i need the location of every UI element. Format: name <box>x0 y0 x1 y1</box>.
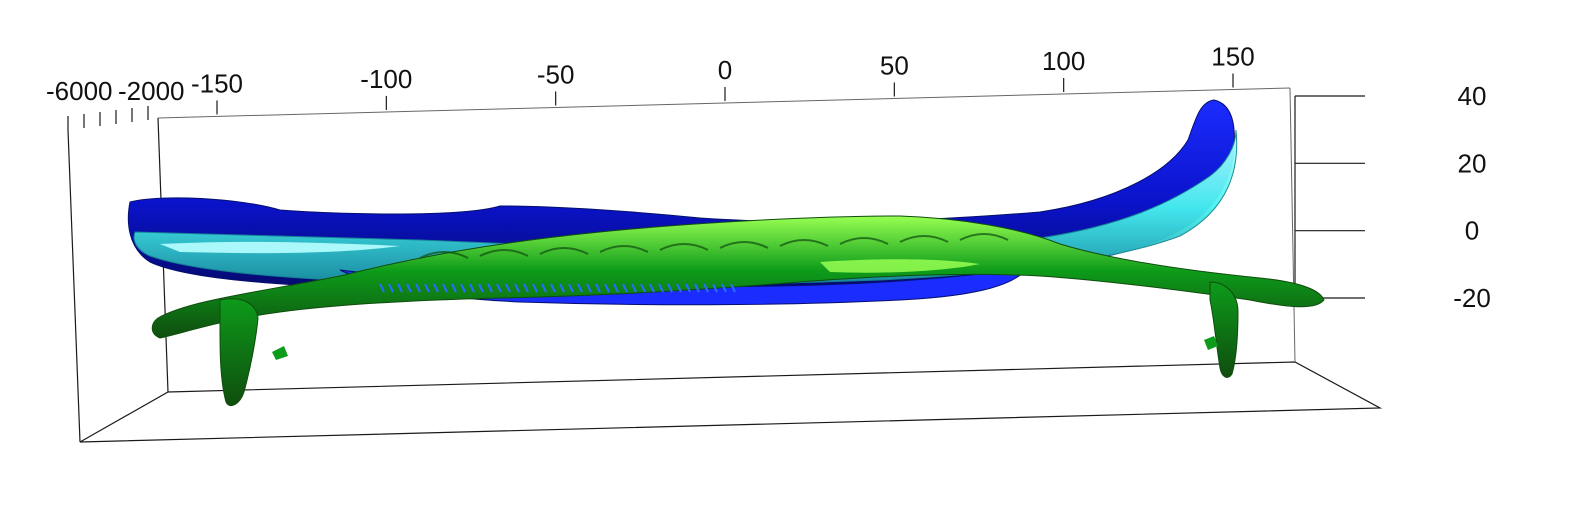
y-tick-label: -2000 <box>118 76 185 106</box>
blue-serration <box>451 283 457 293</box>
blue-serration <box>397 283 403 293</box>
blue-serration <box>703 283 709 293</box>
blue-serration <box>649 283 655 293</box>
y-tick-label: -6000 <box>46 76 113 106</box>
blue-serration <box>532 283 538 293</box>
green-fragment <box>1204 336 1218 350</box>
green-ridge <box>719 241 769 249</box>
blue-serration <box>658 283 664 293</box>
x-tick-label: 150 <box>1211 42 1254 72</box>
blue-serration <box>694 283 700 293</box>
green-left-fin <box>219 298 259 407</box>
blue-serration <box>622 283 628 293</box>
lime-highlight <box>820 259 980 273</box>
blue-serration <box>568 283 574 293</box>
green-fragment <box>272 346 288 360</box>
cyan-highlight <box>160 241 400 254</box>
x-tick-label: -150 <box>191 68 243 98</box>
z-tick-label: -20 <box>1453 283 1491 313</box>
blue-serration <box>586 283 592 293</box>
blue-serration <box>514 283 520 293</box>
green-ridge <box>539 247 589 255</box>
blue-serration <box>523 283 529 293</box>
blue-serration <box>424 283 430 293</box>
blue-serration <box>712 283 718 293</box>
blue-serration <box>676 283 682 293</box>
green-ridge <box>599 245 649 253</box>
blue-serration <box>559 283 565 293</box>
blue-serration <box>415 283 421 293</box>
blue-serration <box>379 283 385 293</box>
blue-serration <box>406 283 412 293</box>
blue-serration <box>550 283 556 293</box>
z-tick-label: 0 <box>1465 216 1479 246</box>
green-right-fin <box>1209 281 1239 378</box>
blue-serration <box>433 283 439 293</box>
blue-serration <box>478 283 484 293</box>
blue-serration <box>685 283 691 293</box>
green-ridge <box>959 233 1009 241</box>
green-ridge <box>779 239 829 247</box>
x-tick-label: 0 <box>718 55 732 85</box>
bbox-top-back-edge <box>157 87 1291 119</box>
blue-serration <box>631 283 637 293</box>
blue-serration <box>388 283 394 293</box>
blue-serration <box>640 283 646 293</box>
blue-serration <box>469 283 475 293</box>
blue-serration <box>577 283 583 293</box>
blue-serration <box>613 283 619 293</box>
green-ridge <box>659 243 709 251</box>
bbox-left-edge <box>67 129 81 443</box>
x-tick-label: 50 <box>880 50 909 80</box>
blue-serration <box>604 283 610 293</box>
blue-serration <box>442 283 448 293</box>
blue-serration <box>541 283 547 293</box>
green-ridge <box>839 237 889 245</box>
z-tick-label: 40 <box>1458 81 1487 111</box>
blue-serration <box>721 283 727 293</box>
surface-group <box>127 99 1325 407</box>
z-tick-label: 20 <box>1458 148 1487 178</box>
green-ridge <box>419 251 469 259</box>
green-ridge <box>479 249 529 257</box>
blue-serration <box>496 283 502 293</box>
green-ridge <box>899 235 949 243</box>
blue-serration <box>595 283 601 293</box>
blue-serration <box>730 283 736 293</box>
x-tick-label: -100 <box>360 64 412 94</box>
blue-serration <box>460 283 466 293</box>
blue-serration <box>667 283 673 293</box>
blue-serration <box>505 283 511 293</box>
bbox-bottom <box>79 361 1383 443</box>
blue-serration <box>487 283 493 293</box>
x-tick-label: -50 <box>537 59 575 89</box>
green-surface <box>151 215 1325 339</box>
bbox-right-back-edge <box>1289 87 1296 363</box>
x-tick-label: 100 <box>1042 46 1085 76</box>
